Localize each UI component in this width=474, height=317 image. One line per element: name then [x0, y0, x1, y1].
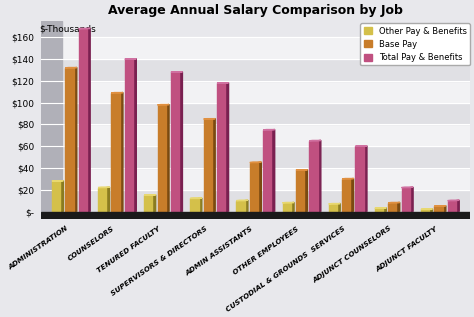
Polygon shape — [410, 187, 413, 211]
Bar — [41, 81, 474, 103]
Polygon shape — [106, 187, 109, 211]
Bar — [171, 72, 179, 211]
Bar — [41, 125, 474, 146]
Polygon shape — [250, 162, 261, 163]
Bar — [41, 37, 474, 59]
Polygon shape — [60, 181, 64, 211]
Polygon shape — [272, 130, 275, 211]
Bar — [342, 179, 350, 211]
Polygon shape — [443, 206, 446, 211]
Polygon shape — [318, 140, 321, 211]
Title: Average Annual Salary Comparison by Job: Average Annual Salary Comparison by Job — [108, 4, 403, 17]
Bar — [157, 105, 166, 211]
Bar — [250, 163, 258, 211]
Polygon shape — [133, 59, 137, 211]
Bar — [237, 201, 245, 211]
Bar — [217, 83, 225, 211]
Polygon shape — [396, 203, 400, 211]
Bar — [41, 59, 474, 81]
Polygon shape — [350, 178, 354, 211]
Polygon shape — [212, 119, 215, 211]
Legend: Other Pay & Benefits, Base Pay, Total Pay & Benefits: Other Pay & Benefits, Base Pay, Total Pa… — [360, 23, 470, 65]
Bar — [65, 68, 73, 211]
Polygon shape — [153, 195, 155, 211]
Polygon shape — [237, 200, 248, 201]
Bar — [41, 103, 474, 125]
Polygon shape — [310, 140, 321, 141]
Bar — [98, 188, 106, 211]
Polygon shape — [225, 83, 228, 211]
Polygon shape — [429, 209, 432, 211]
Bar — [356, 146, 364, 211]
Bar — [447, 201, 456, 211]
Polygon shape — [364, 146, 367, 211]
Polygon shape — [258, 162, 261, 211]
Bar — [111, 93, 120, 211]
Polygon shape — [199, 198, 202, 211]
Polygon shape — [342, 178, 354, 179]
Polygon shape — [73, 68, 77, 211]
Bar — [125, 59, 133, 211]
Polygon shape — [79, 28, 90, 29]
Bar — [190, 198, 199, 211]
Bar — [204, 119, 212, 211]
Bar — [296, 170, 304, 211]
Polygon shape — [179, 72, 182, 211]
Bar — [310, 141, 318, 211]
Bar — [41, 168, 474, 190]
Polygon shape — [87, 28, 90, 211]
Bar — [144, 195, 153, 211]
Bar — [79, 29, 87, 211]
Polygon shape — [447, 200, 459, 201]
Polygon shape — [291, 203, 294, 211]
Polygon shape — [337, 204, 340, 211]
Bar — [41, 146, 474, 168]
Polygon shape — [456, 200, 459, 211]
Polygon shape — [166, 105, 169, 211]
Bar — [283, 203, 291, 211]
Polygon shape — [98, 187, 109, 188]
Bar — [263, 130, 272, 211]
Bar — [401, 188, 410, 211]
Bar — [41, 190, 474, 211]
Polygon shape — [383, 208, 386, 211]
Polygon shape — [304, 170, 308, 211]
Bar — [388, 203, 396, 211]
Polygon shape — [120, 93, 123, 211]
Polygon shape — [245, 200, 248, 211]
Bar — [328, 204, 337, 211]
Bar — [375, 208, 383, 211]
Bar — [434, 206, 443, 211]
Polygon shape — [401, 187, 413, 188]
Text: $-Thousands: $-Thousands — [39, 25, 96, 34]
Bar — [52, 181, 60, 211]
Bar — [421, 209, 429, 211]
Bar — [41, 21, 62, 211]
Bar — [41, 211, 474, 219]
